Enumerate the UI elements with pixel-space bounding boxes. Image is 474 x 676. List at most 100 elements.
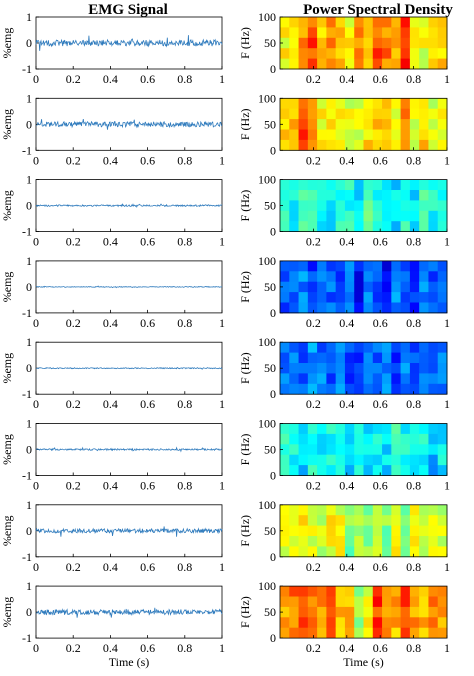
- psd-cell: [326, 586, 337, 597]
- psd-cell: [344, 627, 355, 639]
- psd-cell: [419, 546, 429, 558]
- psd-cell: [326, 129, 337, 141]
- psd-cell: [391, 525, 402, 537]
- psd-cell: [363, 27, 374, 39]
- psd-cell: [409, 352, 420, 364]
- psd-cell: [419, 190, 429, 201]
- x-tick-label: 1: [444, 397, 450, 411]
- psd-cell: [428, 546, 439, 558]
- psd-cell: [363, 515, 374, 526]
- psd-cell: [307, 210, 318, 222]
- x-tick-label: 0: [33, 153, 39, 167]
- y-tick-label: 100: [258, 91, 276, 105]
- x-tick-label: 0.2: [66, 235, 81, 249]
- psd-cell: [363, 98, 374, 110]
- psd-cell: [372, 190, 383, 201]
- psd-cell: [437, 302, 448, 314]
- psd-cell: [280, 119, 290, 130]
- psd-cell: [335, 179, 346, 191]
- psd-cell: [280, 586, 290, 597]
- psd-cell: [344, 37, 355, 49]
- psd-cell: [437, 373, 448, 385]
- x-tick-label: 1: [219, 235, 225, 249]
- psd-cell: [382, 48, 392, 59]
- emg-ylabel: %emg: [0, 434, 14, 465]
- psd-cell: [307, 465, 318, 476]
- psd-cell: [307, 342, 318, 353]
- psd-cell: [419, 58, 429, 70]
- psd-cell: [344, 465, 355, 476]
- psd-cell: [280, 606, 290, 618]
- psd-cell: [437, 536, 448, 547]
- psd-cell: [307, 119, 318, 130]
- psd-cell: [307, 281, 318, 293]
- psd-cell: [307, 98, 318, 110]
- psd-cell: [419, 606, 429, 618]
- psd-cell: [307, 108, 318, 120]
- x-tick-label: 0.2: [66, 153, 81, 167]
- psd-cell: [307, 179, 318, 191]
- psd-cell: [298, 433, 309, 445]
- psd-cell: [326, 617, 337, 629]
- psd-cell: [363, 210, 374, 222]
- emg-ylabel: %emg: [0, 272, 14, 303]
- psd-cell: [326, 210, 337, 222]
- psd-cell: [317, 98, 327, 110]
- psd-cell: [354, 423, 364, 435]
- x-tick-label: 0.2: [306, 153, 321, 167]
- psd-cell: [428, 536, 439, 547]
- psd-cell: [382, 139, 392, 151]
- psd-panel-3: 0 50 100 0.2 0.4 0.6 0.8 1 F (Hz): [238, 173, 450, 249]
- psd-cell: [409, 363, 420, 374]
- psd-cell: [400, 342, 411, 353]
- x-tick-label: 0.4: [339, 560, 354, 574]
- psd-cell: [280, 363, 290, 374]
- emg-ylabel: %emg: [0, 28, 14, 59]
- psd-cell: [317, 536, 327, 547]
- psd-cell: [344, 525, 355, 537]
- psd-cell: [409, 444, 420, 456]
- psd-cell: [363, 200, 374, 212]
- psd-cell: [344, 515, 355, 526]
- psd-cell: [317, 546, 327, 558]
- psd-cell: [354, 596, 364, 608]
- psd-cell: [344, 302, 355, 314]
- x-tick-label: 0.4: [103, 235, 118, 249]
- psd-cell: [344, 200, 355, 212]
- psd-cell: [280, 271, 290, 283]
- psd-cell: [437, 271, 448, 283]
- psd-cell: [400, 17, 411, 28]
- psd-cell: [363, 352, 374, 364]
- psd-cell: [335, 210, 346, 222]
- y-tick-label: -1: [22, 631, 32, 645]
- psd-cell: [344, 58, 355, 70]
- psd-cell: [437, 423, 448, 435]
- psd-cell: [372, 37, 383, 49]
- psd-cell: [344, 98, 355, 110]
- psd-cell: [335, 617, 346, 629]
- x-tick-label: 0.8: [406, 316, 421, 330]
- psd-cell: [419, 292, 429, 303]
- psd-cell: [428, 281, 439, 293]
- psd-cell: [419, 363, 429, 374]
- psd-cell: [391, 221, 402, 232]
- psd-cell: [280, 48, 290, 59]
- psd-cell: [419, 383, 429, 395]
- psd-cell: [409, 302, 420, 314]
- psd-panel-4: 0 50 100 0.2 0.4 0.6 0.8 1 F (Hz): [238, 254, 450, 330]
- y-tick-label: -1: [22, 387, 32, 401]
- psd-cell: [326, 48, 337, 59]
- x-tick-label: 0.4: [339, 479, 354, 493]
- psd-cell: [317, 108, 327, 120]
- psd-cell: [344, 221, 355, 232]
- psd-cell: [354, 271, 364, 283]
- psd-cell: [409, 129, 420, 141]
- psd-cell: [307, 48, 318, 59]
- psd-cell: [437, 363, 448, 374]
- psd-cell: [344, 352, 355, 364]
- psd-cell: [391, 271, 402, 283]
- psd-cell: [317, 504, 327, 516]
- psd-cell: [382, 179, 392, 191]
- psd-cell: [382, 108, 392, 120]
